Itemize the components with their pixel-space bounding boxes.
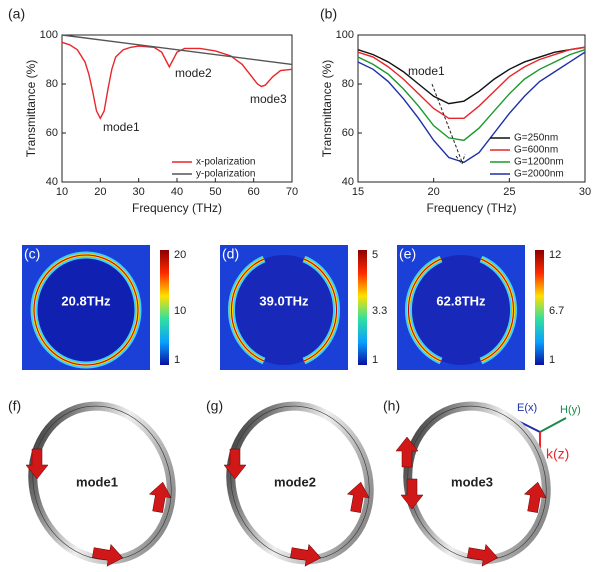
mode-label: mode2 [274,474,316,489]
colorbar-tick: 5 [372,249,378,261]
k-label: k(z) [546,446,569,462]
y-tick-label: 40 [46,176,58,188]
frequency-label: 20.8THz [61,293,111,308]
current-arrow [523,481,547,513]
colorbar-tick: 6.7 [549,305,564,317]
x-tick-label: 30 [133,186,145,198]
series-line [357,51,586,164]
y-tick-label: 60 [342,127,354,139]
annotation: mode2 [175,66,212,80]
colorbar-tick: 1 [549,354,555,366]
current-arrow [148,481,172,513]
panel-label: (h) [383,398,400,414]
current-arrow [395,436,419,468]
current-arrow [223,448,247,480]
colorbar [358,250,367,365]
legend-label: G=1200nm [514,157,564,168]
y-tick-label: 100 [40,29,58,41]
x-tick-label: 20 [428,186,440,198]
frequency-label: 62.8THz [436,293,486,308]
frequency-label: 39.0THz [259,293,309,308]
field-ring [33,254,139,366]
annotation: mode3 [250,92,287,106]
legend-label: G=250nm [514,133,558,144]
y-tick-label: 60 [46,127,58,139]
mode-label: mode1 [76,474,118,489]
y-tick-label: 80 [342,78,354,90]
x-tick-label: 50 [209,186,221,198]
ring-edge [230,405,370,561]
current-arrow [467,543,499,567]
current-arrow [25,448,49,480]
y-axis-label: Transmittance (%) [24,60,38,158]
x-tick-label: 30 [579,186,591,198]
current-arrow [346,481,370,513]
legend-label: G=600nm [514,145,558,156]
field-crescent [407,258,515,362]
e-label: E(x) [517,402,537,414]
plot-frame [357,34,586,183]
series-line [357,46,586,105]
colorbar-tick: 10 [174,305,186,317]
y-axis-label: Transmittance (%) [320,60,334,158]
h-label: H(y) [560,404,581,416]
x-axis-label: Frequency (THz) [132,201,222,215]
colorbar [160,250,169,365]
current-arrow [92,543,124,567]
y-tick-label: 80 [46,78,58,90]
axes-triad: E(x) H(y) k(z) [511,402,581,462]
panel-label: (c) [24,246,40,262]
annotation: mode1 [103,120,140,134]
panel-label: (d) [222,246,239,262]
x-tick-label: 60 [248,186,260,198]
colorbar [535,250,544,365]
y-tick-label: 100 [336,29,354,41]
field-disk [232,255,336,365]
current-arrow [400,478,424,510]
field-disk [409,255,513,365]
legend-label: x-polarization [196,157,255,168]
current-arrow [290,543,322,567]
colorbar-tick: 1 [372,354,378,366]
colorbar-tick: 20 [174,249,186,261]
series-line [61,41,293,120]
x-axis-label: Frequency (THz) [426,201,516,215]
series-line [61,34,293,66]
panel-label: (a) [8,6,25,22]
legend-label: G=2000nm [514,169,564,180]
series-line [357,49,586,142]
x-tick-label: 25 [503,186,515,198]
annotation: mode1 [408,64,445,78]
field-crescent [230,258,338,362]
colorbar-tick: 1 [174,354,180,366]
ring-edge [32,405,172,561]
y-tick-label: 40 [342,176,354,188]
panel-label: (e) [399,246,416,262]
x-tick-label: 70 [286,186,298,198]
legend-label: y-polarization [196,169,255,180]
panel-label: (b) [320,6,337,22]
x-tick-label: 15 [352,186,364,198]
x-tick-label: 20 [94,186,106,198]
x-tick-label: 40 [171,186,183,198]
x-tick-label: 10 [56,186,68,198]
annotation-arrow [431,83,466,166]
series-line [357,46,586,119]
panel-label: (f) [8,398,21,414]
mode-label: mode3 [451,474,493,489]
colorbar-tick: 12 [549,249,561,261]
panel-label: (g) [206,398,223,414]
colorbar-tick: 3.3 [372,305,387,317]
